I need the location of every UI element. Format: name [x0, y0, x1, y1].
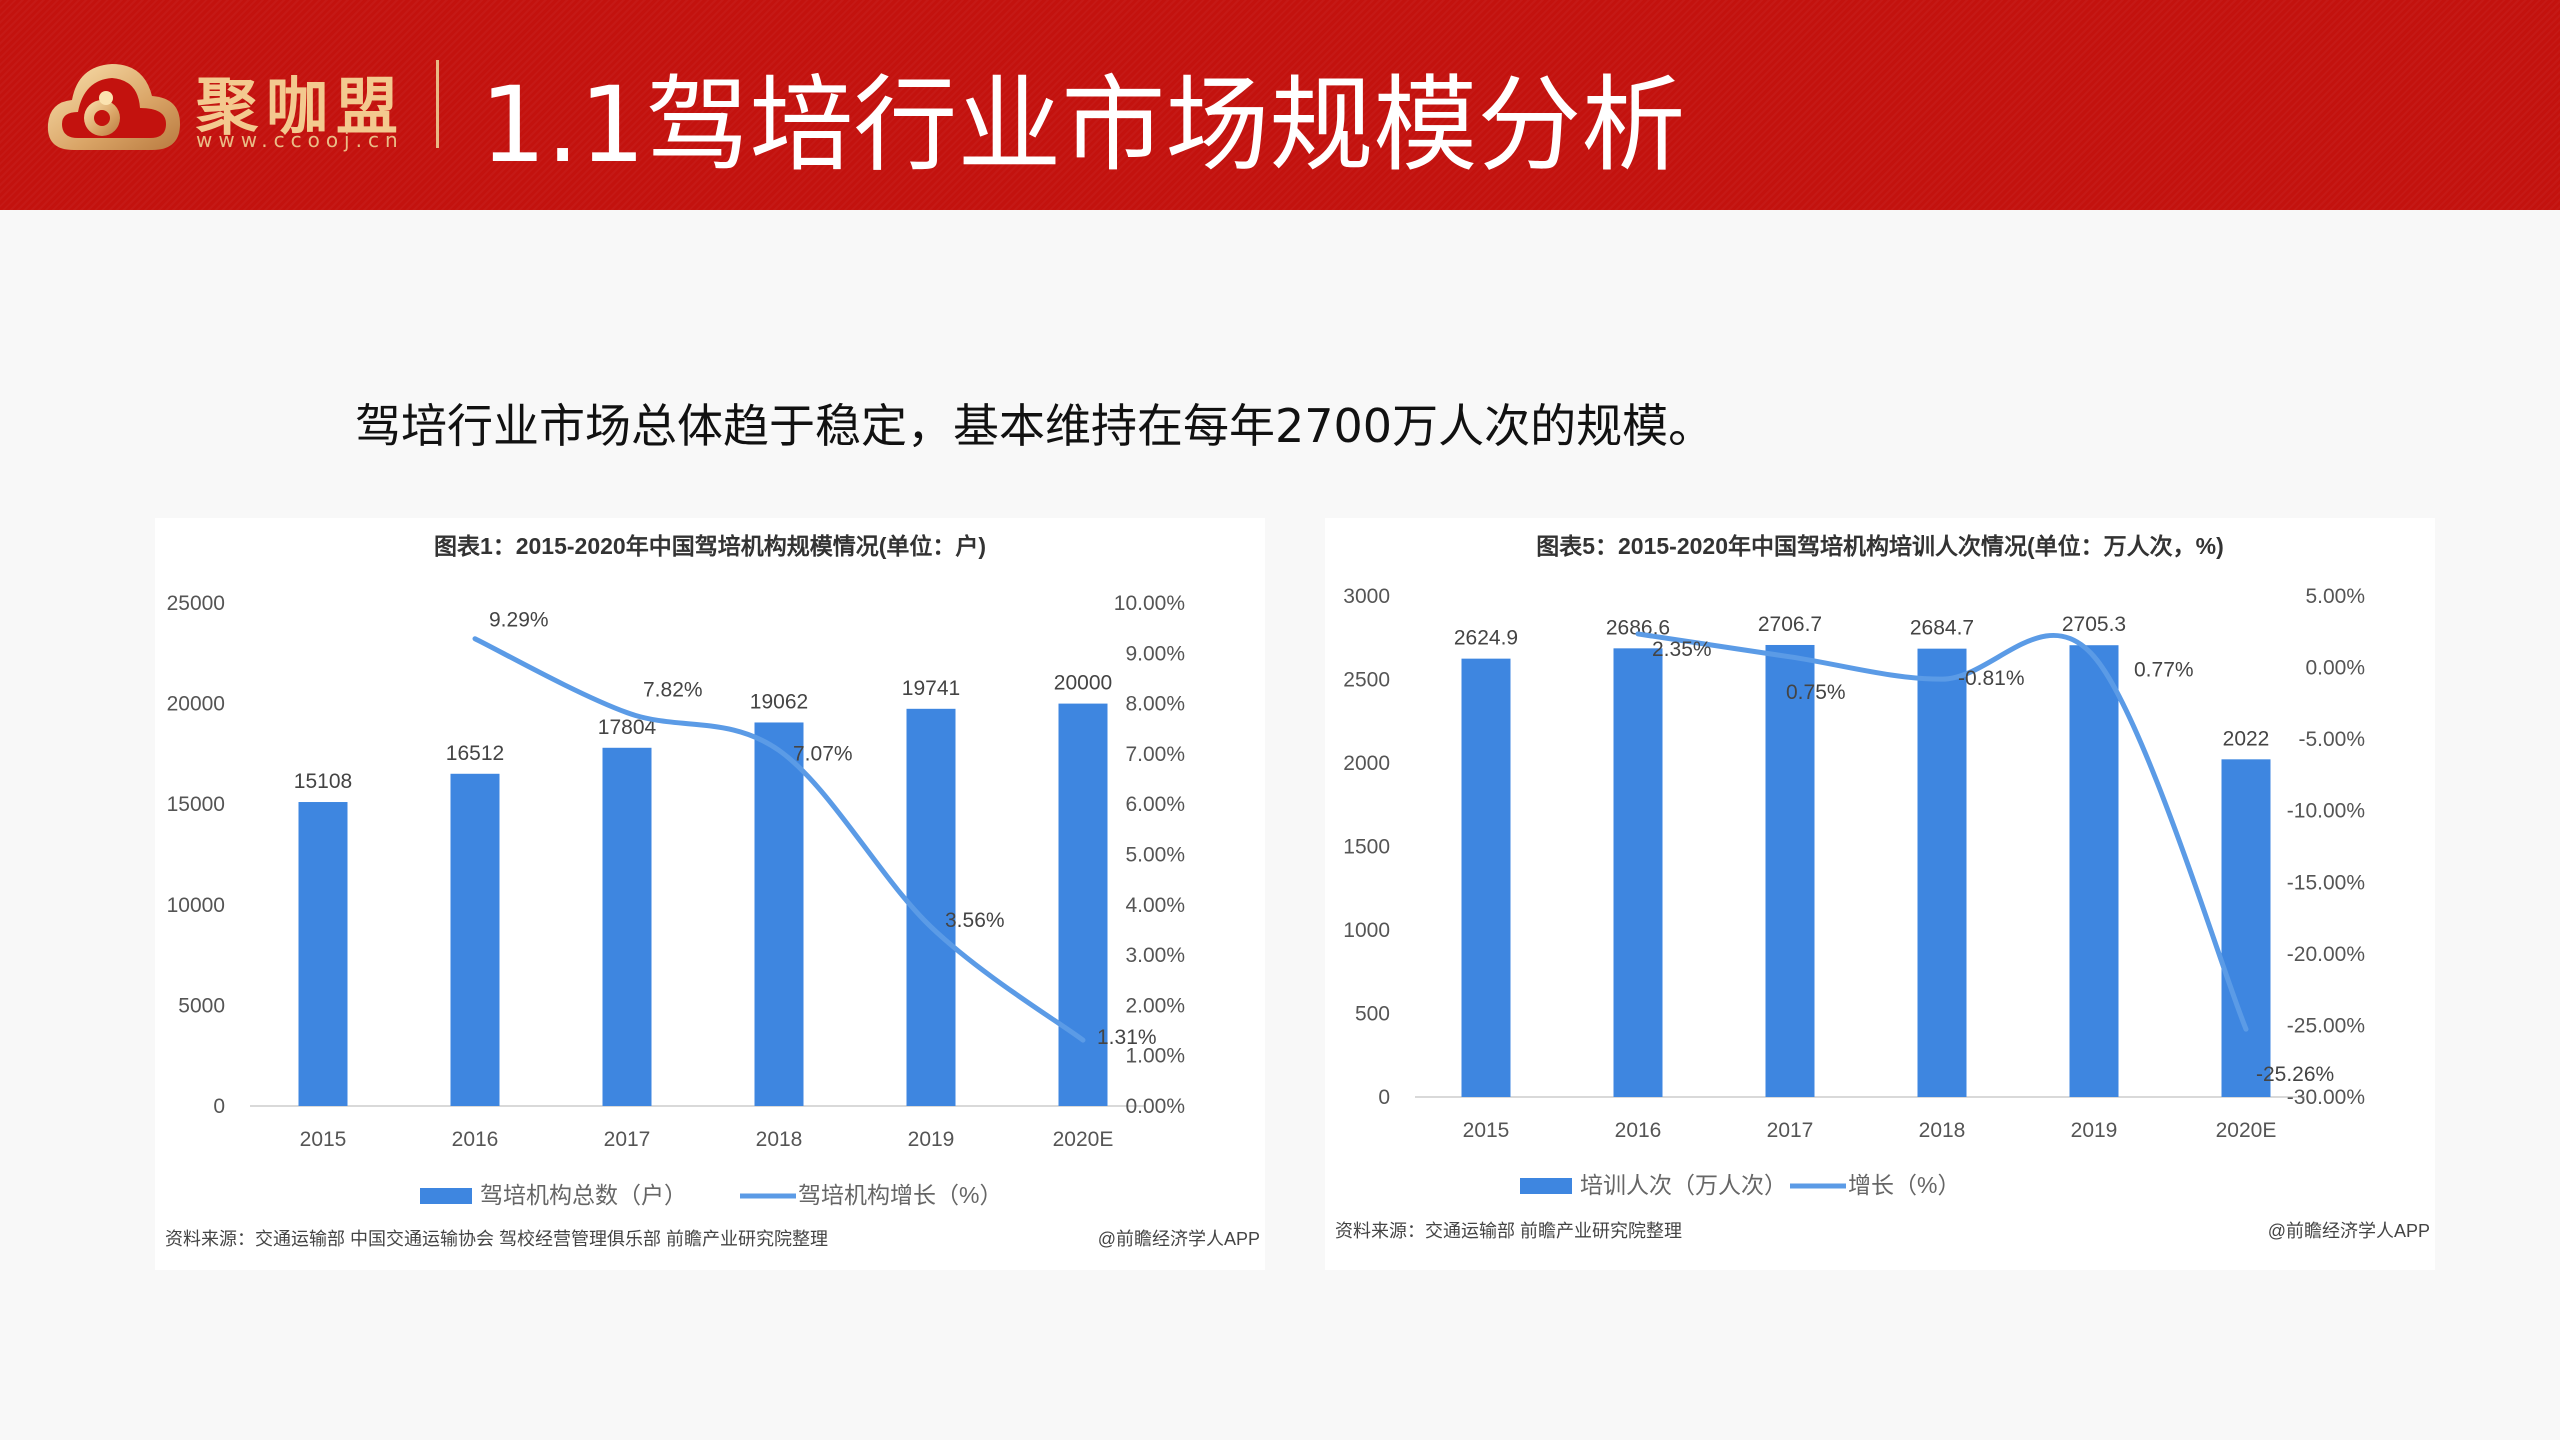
credit-note: @前瞻经济学人APP [1098, 1229, 1260, 1249]
legend-bar-swatch [420, 1188, 472, 1204]
x-axis-tick: 2017 [1767, 1119, 1814, 1142]
bar [1613, 648, 1663, 1097]
bar [1917, 648, 1967, 1097]
bar-label: 2684.7 [1910, 617, 1974, 640]
x-axis-tick: 2020E [2216, 1119, 2277, 1142]
left-axis-tick: 2500 [1343, 669, 1390, 692]
left-axis-tick: 0 [1378, 1086, 1390, 1109]
line-label: 7.82% [643, 679, 703, 702]
legend-bar-swatch [1520, 1178, 1572, 1194]
bar-label: 2686.6 [1606, 616, 1670, 639]
right-axis-tick: 1.00% [1125, 1045, 1185, 1068]
left-axis-tick: 15000 [167, 793, 225, 816]
left-axis-tick: 20000 [167, 693, 225, 716]
chart-trainees: 图表5：2015-2020年中国驾培机构培训人次情况(单位：万人次，%) 0 500… [1325, 518, 2435, 1270]
bar-label: 2705.3 [2062, 613, 2126, 636]
right-axis-tick: 5.00% [1125, 844, 1185, 867]
bar [450, 773, 500, 1106]
right-axis-tick: 3.00% [1125, 944, 1185, 967]
bar [298, 802, 348, 1106]
bar-label: 17804 [598, 716, 657, 739]
bar-label: 20000 [1054, 672, 1112, 695]
growth-line [1635, 631, 2249, 1032]
credit-note: @前瞻经济学人APP [2268, 1221, 2430, 1241]
bar [1461, 658, 1511, 1097]
x-axis-tick: 2016 [1615, 1119, 1662, 1142]
brand-name: 聚咖盟 [196, 70, 407, 143]
bar [602, 747, 652, 1106]
line-label: -0.81% [1958, 667, 2025, 690]
x-axis-tick: 2020E [1053, 1128, 1114, 1151]
x-axis-tick: 2019 [2071, 1119, 2118, 1142]
page-title: 1.1驾培行业市场规模分析 [480, 64, 1686, 186]
line-label: 3.56% [945, 909, 1005, 932]
line-label: 2.35% [1652, 638, 1712, 661]
legend-line-label: 驾培机构增长（%） [798, 1182, 1002, 1208]
right-axis-tick: 2.00% [1125, 994, 1185, 1017]
left-axis-tick: 5000 [178, 994, 225, 1017]
line-label: -25.26% [2256, 1063, 2334, 1086]
x-axis-tick: 2018 [1919, 1119, 1966, 1142]
right-axis-tick: 7.00% [1125, 743, 1185, 766]
chart-institutions: 图表1：2015-2020年中国驾培机构规模情况(单位：户) 0 5000 10000… [155, 518, 1265, 1270]
summary-text: 驾培行业市场总体趋于稳定，基本维持在每年2700万人次的规模。 [355, 399, 1715, 453]
right-axis-tick: 5.00% [2305, 585, 2365, 608]
left-axis-tick: 1000 [1343, 919, 1390, 942]
x-axis-tick: 2018 [756, 1128, 803, 1151]
brand-url: www.ccooj.cn [196, 128, 404, 152]
legend-bar-label: 培训人次（万人次） [1580, 1172, 1787, 1198]
x-axis-tick: 2017 [604, 1128, 651, 1151]
bar-label: 19741 [902, 677, 960, 700]
legend-line-label: 增长（%） [1848, 1172, 1960, 1198]
left-axis-tick: 3000 [1343, 585, 1390, 608]
bar-label: 2022 [2223, 727, 2270, 750]
source-note: 资料来源：交通运输部 前瞻产业研究院整理 [1335, 1221, 1682, 1241]
left-axis-tick: 10000 [167, 894, 225, 917]
line-label: 7.07% [793, 742, 853, 765]
right-axis-tick: -5.00% [2298, 728, 2365, 751]
right-axis-tick: -10.00% [2287, 800, 2365, 823]
left-axis-tick: 0 [213, 1095, 225, 1118]
left-axis-tick: 1500 [1343, 836, 1390, 859]
bar-label: 15108 [294, 770, 352, 793]
legend-bar-label: 驾培机构总数（户） [480, 1182, 687, 1208]
right-axis-tick: 8.00% [1125, 693, 1185, 716]
chart-title: 图表5：2015-2020年中国驾培机构培训人次情况(单位：万人次，%) [1536, 533, 2224, 559]
bar [1765, 644, 1815, 1097]
right-axis-tick: -30.00% [2287, 1086, 2365, 1109]
header-banner: 聚咖盟 www.ccooj.cn 1.1驾培行业市场规模分析 [0, 0, 2560, 210]
right-axis-tick: -15.00% [2287, 871, 2365, 894]
left-axis-tick: 25000 [167, 592, 225, 615]
bar-label: 19062 [750, 690, 808, 713]
line-label: 1.31% [1097, 1026, 1157, 1049]
right-axis-tick: 10.00% [1114, 592, 1185, 615]
bar-label: 2706.7 [1758, 613, 1822, 636]
x-axis-tick: 2016 [452, 1128, 499, 1151]
right-axis-tick: 4.00% [1125, 894, 1185, 917]
x-axis-tick: 2015 [1463, 1119, 1510, 1142]
right-axis-tick: -20.00% [2287, 943, 2365, 966]
bar-label: 16512 [446, 742, 504, 765]
bar [2221, 759, 2271, 1097]
chart-title: 图表1：2015-2020年中国驾培机构规模情况(单位：户) [434, 533, 986, 559]
header-divider [436, 60, 439, 148]
source-note: 资料来源：交通运输部 中国交通运输协会 驾校经营管理俱乐部 前瞻产业研究院整理 [165, 1229, 828, 1249]
right-axis-tick: 9.00% [1125, 642, 1185, 665]
bar [2069, 645, 2119, 1097]
right-axis-tick: -25.00% [2287, 1014, 2365, 1037]
left-axis-tick: 2000 [1343, 752, 1390, 775]
right-axis-tick: 0.00% [1125, 1095, 1185, 1118]
right-axis-tick: 0.00% [2305, 657, 2365, 680]
left-axis-tick: 500 [1355, 1003, 1390, 1026]
bar-label: 2624.9 [1454, 627, 1518, 650]
growth-line [472, 636, 1086, 1043]
right-axis-tick: 6.00% [1125, 793, 1185, 816]
line-label: 0.75% [1786, 681, 1846, 704]
x-axis-tick: 2019 [908, 1128, 955, 1151]
line-label: 9.29% [489, 609, 549, 632]
cloud-logo-icon [47, 64, 180, 150]
line-label: 0.77% [2134, 659, 2194, 682]
bar [754, 722, 804, 1106]
x-axis-tick: 2015 [300, 1128, 347, 1151]
